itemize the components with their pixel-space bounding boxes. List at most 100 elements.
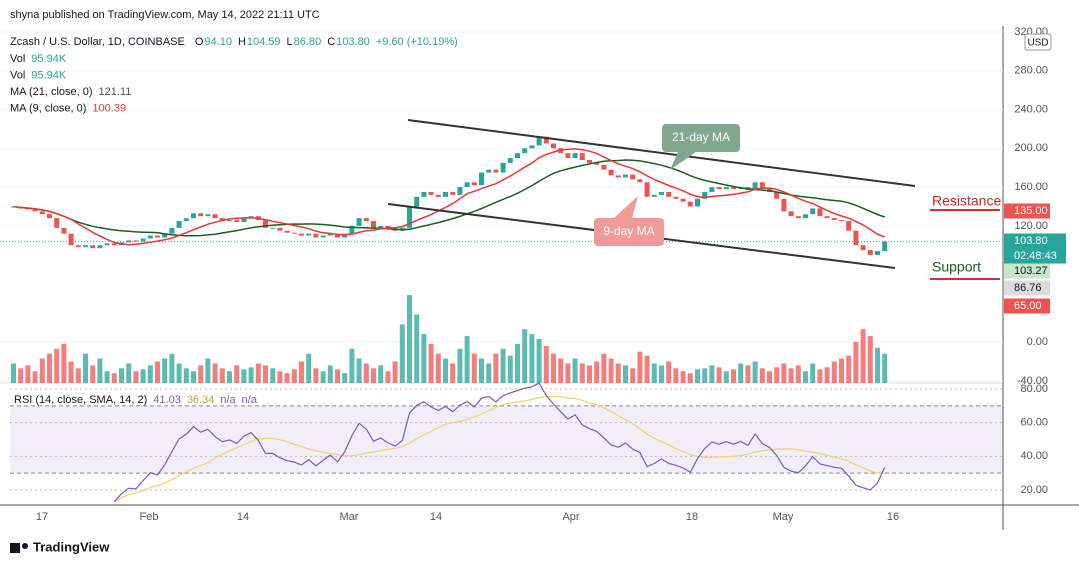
price-label: 65.00 xyxy=(1014,300,1042,312)
candle xyxy=(219,218,225,222)
candle xyxy=(464,182,470,188)
price-label-box xyxy=(1004,280,1050,296)
price-label: 103.80 xyxy=(1014,235,1048,247)
candle xyxy=(601,164,607,170)
candle xyxy=(133,240,139,242)
volume-bar xyxy=(349,348,355,383)
rsi-legend-value: n/a xyxy=(220,394,236,406)
volume-bar xyxy=(594,361,600,383)
change: +9.60 (+10.19%) xyxy=(376,36,458,48)
y-tick-label: 240.00 xyxy=(1014,103,1048,115)
candle xyxy=(471,182,477,186)
y-tick-label: 0.00 xyxy=(1027,336,1048,348)
volume-bar xyxy=(356,358,362,383)
candle xyxy=(659,191,664,195)
volume-bar xyxy=(759,368,765,383)
candle xyxy=(212,214,218,219)
candle xyxy=(781,198,787,212)
volume-bar xyxy=(637,351,643,383)
volume-bar xyxy=(75,368,81,383)
volume-bar xyxy=(111,373,117,383)
rsi-legend-value: n/a xyxy=(242,394,258,406)
candle xyxy=(695,198,700,207)
candle xyxy=(176,221,182,228)
y-tick-label: 200.00 xyxy=(1014,142,1048,154)
candle xyxy=(731,187,736,190)
indicator-name: MA (9, close, 0) xyxy=(10,102,86,114)
volume-bar xyxy=(176,363,182,383)
candle xyxy=(723,187,729,190)
rsi-legend-value: 36.34 xyxy=(187,394,215,406)
candle xyxy=(666,191,672,197)
candle xyxy=(608,169,614,176)
volume-bar xyxy=(97,358,103,383)
candle xyxy=(126,240,132,243)
candle xyxy=(673,196,679,199)
candle xyxy=(75,245,81,248)
candle xyxy=(450,191,456,195)
candle xyxy=(515,153,520,159)
rsi-tick-label: 60.00 xyxy=(1020,417,1048,429)
candle xyxy=(169,227,175,234)
volume-bar xyxy=(522,329,528,383)
volume-bar xyxy=(587,365,592,383)
volume-bar xyxy=(335,369,340,383)
volume-bar xyxy=(601,353,607,383)
candle xyxy=(565,153,571,159)
volume-bar xyxy=(140,369,146,383)
volume-bar xyxy=(320,371,326,383)
candle xyxy=(111,243,117,246)
volume-bar xyxy=(198,365,204,383)
candle xyxy=(839,220,844,222)
volume-bar xyxy=(90,365,96,383)
volume-bar xyxy=(479,358,484,383)
volume-bar xyxy=(205,358,211,383)
volume-bar xyxy=(709,365,715,383)
candle xyxy=(277,227,283,231)
volume-bar xyxy=(536,339,542,383)
ma9-callout xyxy=(594,196,664,246)
rsi-legend: RSI (14, close, SMA, 14, 2) xyxy=(14,394,147,406)
volume-bar xyxy=(867,336,873,383)
volume-bar xyxy=(270,368,276,383)
price-label: 103.27 xyxy=(1014,265,1048,277)
legend: Zcash / U.S. Dollar, 1D, COINBASE O 94.10 H… xyxy=(10,36,458,406)
ohlc-value: 86.80 xyxy=(294,36,322,48)
volume-bar xyxy=(47,353,52,383)
candle xyxy=(680,198,686,202)
candle xyxy=(558,148,564,154)
candle xyxy=(623,174,628,178)
candle xyxy=(882,241,888,252)
volume-bar xyxy=(515,343,520,383)
candle xyxy=(68,233,74,246)
price-label-box xyxy=(1004,233,1066,264)
volume-bar xyxy=(248,367,254,383)
volume-bar xyxy=(529,334,535,383)
candle xyxy=(378,225,384,228)
indicator-value: 121.11 xyxy=(99,86,132,98)
candle xyxy=(90,245,96,249)
candle xyxy=(234,220,240,223)
volume-bar xyxy=(435,353,441,383)
volume-bar xyxy=(234,365,240,383)
footer-logo xyxy=(10,543,28,553)
volume-bar xyxy=(831,361,837,383)
volume-bar xyxy=(169,353,175,383)
volume-bar xyxy=(241,369,247,383)
volume-bar xyxy=(803,371,808,383)
indicator-name: MA (21, close, 0) xyxy=(10,86,93,98)
candle xyxy=(363,218,369,222)
volume-bar xyxy=(11,363,16,383)
candle xyxy=(522,148,528,154)
x-tick-label: 16 xyxy=(887,511,899,523)
volume-bar xyxy=(39,358,45,383)
candle xyxy=(867,250,873,255)
volume-bar xyxy=(817,369,823,383)
candle xyxy=(270,227,276,229)
x-tick-label: 14 xyxy=(237,511,249,523)
volume-bar xyxy=(471,353,477,383)
volume-bar xyxy=(507,355,513,383)
volume-bar xyxy=(572,358,578,383)
volume-bar xyxy=(313,368,319,383)
candle xyxy=(507,158,513,163)
